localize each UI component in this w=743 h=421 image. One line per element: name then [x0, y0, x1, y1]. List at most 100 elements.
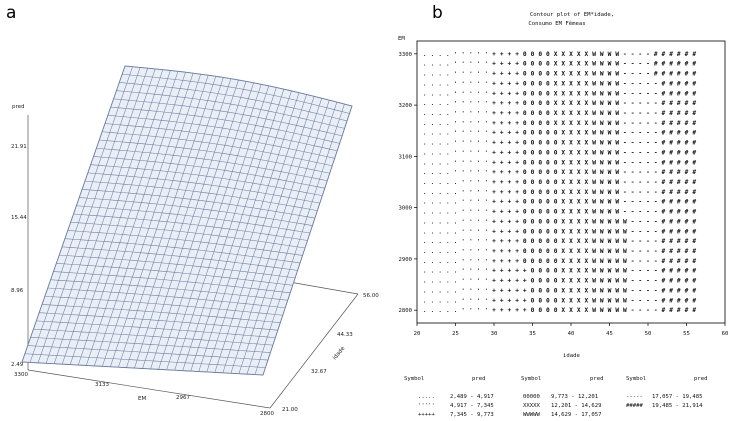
contour-symbol: W [623, 278, 627, 285]
contour-symbol: X [585, 159, 589, 166]
contour-symbol: + [492, 149, 496, 156]
contour-symbol: W [615, 278, 619, 285]
contour-symbol: W [608, 228, 612, 235]
contour-symbol: 0 [554, 268, 558, 275]
legend-header: Symbol [404, 376, 424, 382]
contour-symbol: # [662, 169, 666, 176]
contour-symbol: X [554, 90, 558, 97]
contour-symbol: + [492, 199, 496, 206]
contour-symbol: X [585, 110, 589, 117]
contour-symbol: 0 [531, 199, 535, 206]
contour-symbol: . [431, 210, 434, 216]
contour-symbol: - [638, 179, 642, 186]
contour-symbol: X [554, 110, 558, 117]
contour-symbol: X [577, 149, 581, 156]
contour-symbol: X [577, 297, 581, 304]
contour-symbol: ' [462, 160, 465, 166]
contour-symbol: W [592, 169, 596, 176]
contour-symbol: X [585, 179, 589, 186]
contour-symbol: + [508, 100, 512, 107]
contour-symbol: W [608, 159, 612, 166]
contour-symbol: # [677, 110, 681, 117]
contour-symbol: W [623, 258, 627, 265]
contour-symbol: ' [469, 308, 472, 314]
contour-symbol: . [423, 91, 426, 97]
contour-symbol: 0 [554, 189, 558, 196]
surface-mesh-line [104, 123, 335, 159]
surface-mesh-line [27, 345, 268, 361]
contour-symbol: ' [477, 279, 480, 285]
contour-symbol: . [446, 52, 449, 58]
contour-symbol: ' [462, 308, 465, 314]
contour-symbol: W [600, 297, 604, 304]
contour-symbol: # [662, 268, 666, 275]
contour-symbol: 0 [546, 130, 550, 137]
legend-symbol: +++++ [418, 412, 435, 418]
contour-plot: Contour plot of EM*idade, Consumo EM Fêm… [398, 12, 728, 418]
contour-symbol: X [577, 51, 581, 58]
contour-symbol: X [585, 90, 589, 97]
contour-symbol: W [592, 209, 596, 216]
contour-symbol: # [677, 228, 681, 235]
contour-symbol: + [508, 179, 512, 186]
contour-symbol: - [654, 297, 658, 304]
contour-symbol: # [685, 100, 689, 107]
contour-symbol: W [608, 149, 612, 156]
panel-a-letter: a [6, 3, 16, 23]
contour-symbol: . [431, 200, 434, 206]
contour-symbol: - [623, 110, 627, 117]
contour-symbol: - [631, 268, 635, 275]
contour-symbol: ' [462, 219, 465, 225]
contour-symbol: X [585, 209, 589, 216]
contour-symbol: ' [462, 111, 465, 117]
x-ticks: 20 25 30 35 40 45 50 55 60 [414, 323, 728, 337]
contour-symbol: X [577, 287, 581, 294]
contour-symbol: X [585, 51, 589, 58]
z-tick-label: 21.91 [11, 144, 27, 150]
contour-symbol: # [692, 228, 696, 235]
contour-symbol: - [623, 80, 627, 87]
contour-symbol: 0 [546, 100, 550, 107]
contour-symbol: # [692, 238, 696, 245]
contour-symbol: . [438, 229, 441, 235]
x-tick-label: 3300 [14, 372, 28, 378]
legend-range: 14,629 - 17,057 [551, 412, 602, 418]
contour-symbol: 0 [531, 61, 535, 68]
contour-symbol: - [654, 199, 658, 206]
contour-symbol: X [561, 218, 565, 225]
contour-symbol: # [654, 61, 658, 68]
contour-symbol: X [577, 228, 581, 235]
contour-symbol: X [577, 169, 581, 176]
contour-symbol: + [508, 189, 512, 196]
contour-symbol: 0 [538, 209, 542, 216]
contour-symbol: 0 [523, 90, 527, 97]
contour-symbol: ' [485, 239, 488, 245]
contour-symbol: . [454, 229, 457, 235]
contour-symbol: + [500, 179, 504, 186]
contour-symbol: 0 [531, 297, 535, 304]
surface-mesh-line [50, 279, 288, 301]
contour-symbol: . [431, 52, 434, 58]
y-tick-label: 3300 [399, 52, 412, 58]
contour-symbol: # [685, 209, 689, 216]
contour-symbol: X [577, 61, 581, 68]
contour-symbol: + [515, 51, 519, 58]
contour-symbol: - [638, 189, 642, 196]
contour-symbol: + [492, 169, 496, 176]
surface-mesh-line [24, 353, 266, 368]
contour-symbol: - [638, 248, 642, 255]
contour-symbol: + [500, 71, 504, 78]
contour-symbol: ' [477, 62, 480, 68]
contour-symbol: . [423, 81, 426, 87]
contour-symbol: + [508, 169, 512, 176]
contour-symbol: + [508, 209, 512, 216]
surface-mesh-line [30, 337, 271, 353]
contour-symbol: 0 [523, 51, 527, 58]
contour-symbol: X [577, 140, 581, 147]
contour-symbol: W [600, 130, 604, 137]
contour-symbol: # [685, 61, 689, 68]
contour-symbol: ' [477, 249, 480, 255]
contour-symbol: + [492, 51, 496, 58]
contour-symbol: ' [477, 150, 480, 156]
contour-symbol: # [677, 90, 681, 97]
